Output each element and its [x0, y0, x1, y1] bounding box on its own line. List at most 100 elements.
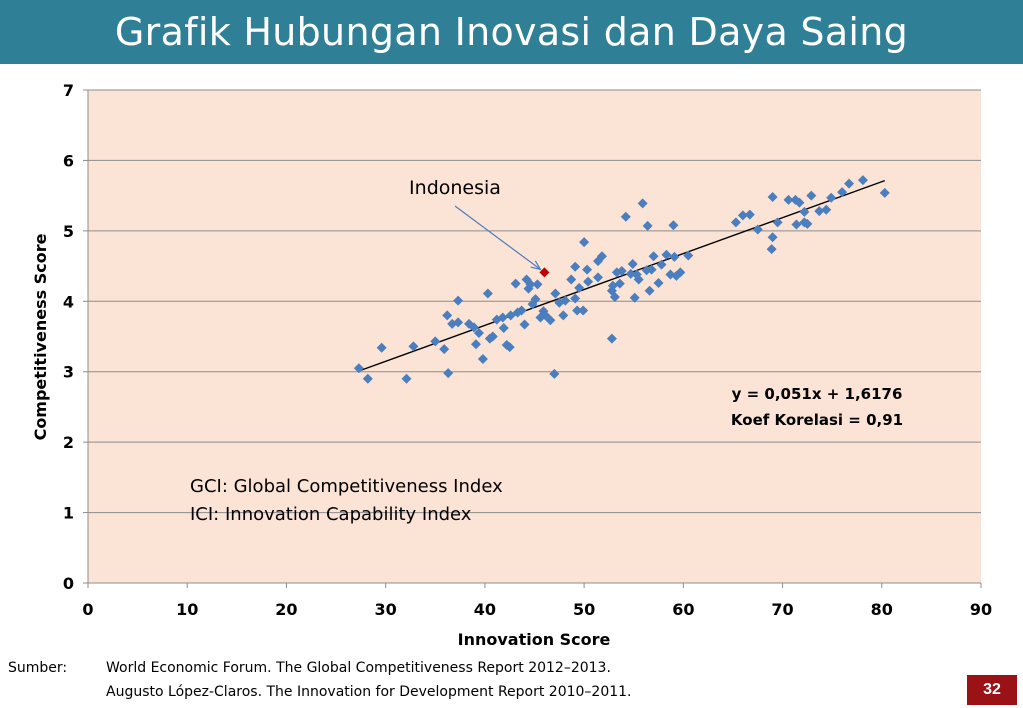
data-point: [767, 192, 778, 203]
data-point: [497, 312, 508, 323]
x-tick-label: 10: [176, 600, 198, 619]
data-point: [844, 178, 855, 189]
data-point: [583, 276, 594, 287]
data-point: [879, 187, 890, 198]
source-label: Sumber:: [8, 660, 68, 676]
data-point: [439, 344, 450, 355]
x-tick-label: 60: [672, 600, 694, 619]
data-point: [510, 278, 521, 289]
data-point: [442, 310, 453, 321]
data-point: [668, 220, 679, 231]
x-tick-label: 20: [275, 600, 297, 619]
y-tick-label: 3: [63, 363, 74, 382]
annotation-label: Indonesia: [409, 177, 501, 199]
data-point: [408, 341, 419, 352]
note-gci: GCI: Global Competitiveness Index: [190, 476, 503, 497]
axes: [87, 90, 981, 584]
data-point: [799, 206, 810, 217]
data-point: [616, 266, 627, 277]
data-point: [545, 315, 556, 326]
data-point: [644, 285, 655, 296]
x-tick-label: 50: [573, 600, 595, 619]
data-point: [625, 268, 636, 279]
data-point: [470, 339, 481, 350]
x-tick-label: 40: [474, 600, 496, 619]
data-point: [606, 333, 617, 344]
correlation-coefficient: Koef Korelasi = 0,91: [731, 411, 903, 429]
data-point: [443, 368, 454, 379]
data-point: [473, 327, 484, 338]
data-point: [376, 342, 387, 353]
x-axis-label: Innovation Score: [458, 630, 611, 649]
x-tick-label: 90: [970, 600, 992, 619]
x-tick-label: 0: [82, 600, 93, 619]
data-point: [752, 224, 763, 235]
data-point: [550, 288, 561, 299]
data-point: [572, 305, 583, 316]
data-point: [802, 218, 813, 229]
data-point: [504, 342, 515, 353]
y-tick-label: 2: [63, 433, 74, 452]
data-point: [593, 272, 604, 283]
annotation-arrow: [454, 205, 541, 270]
data-point: [620, 211, 631, 222]
data-point: [609, 292, 620, 303]
data-point: [783, 194, 794, 205]
data-point: [629, 292, 640, 303]
data-point: [744, 209, 755, 220]
data-point: [857, 175, 868, 186]
data-point: [637, 198, 648, 209]
y-tick-label: 5: [63, 222, 74, 241]
data-point: [730, 217, 741, 228]
y-tick-labels: 0 1 2 3 4 5 6 7: [63, 81, 88, 593]
data-point: [578, 305, 589, 316]
data-point: [570, 261, 581, 272]
data-point: [633, 274, 644, 285]
data-point: [468, 322, 479, 333]
data-point: [519, 319, 530, 330]
data-point: [498, 323, 509, 334]
data-point: [566, 274, 577, 285]
data-point: [826, 192, 837, 203]
data-point: [767, 232, 778, 243]
x-tick-label: 80: [871, 600, 893, 619]
x-tick-label: 30: [375, 600, 397, 619]
data-point: [532, 279, 543, 290]
data-point: [477, 354, 488, 365]
source-line-2: Augusto López-Claros. The Innovation for…: [106, 684, 632, 700]
data-point: [487, 331, 498, 342]
data-point: [579, 237, 590, 248]
data-point: [570, 293, 581, 304]
data-point: [362, 373, 373, 384]
data-point: [453, 317, 464, 328]
annotation-arrow-head: [530, 260, 542, 271]
data-point: [560, 295, 571, 306]
page-number-badge: 32: [967, 675, 1017, 705]
data-point: [482, 288, 493, 299]
regression-equation: y = 0,051x + 1,6176: [732, 385, 903, 403]
data-point: [646, 264, 657, 275]
data-point: [683, 250, 694, 261]
data-point: [574, 282, 585, 293]
data-point: [656, 259, 667, 270]
data-point: [675, 267, 686, 278]
data-point: [401, 373, 412, 384]
data-point: [627, 258, 638, 269]
data-point: [530, 294, 541, 305]
data-point: [549, 368, 560, 379]
y-tick-label: 6: [63, 151, 74, 170]
data-point: [525, 279, 536, 290]
data-point: [791, 219, 802, 230]
data-point: [516, 305, 527, 316]
data-point: [596, 251, 607, 262]
source-line-1: World Economic Forum. The Global Competi…: [106, 660, 611, 676]
x-tick-labels: 0 10 20 30 40 50 60 70 80 90: [82, 583, 992, 619]
data-point: [661, 249, 672, 260]
data-point: [669, 251, 680, 262]
data-point: [614, 278, 625, 289]
data-point: [653, 277, 664, 288]
data-point: [814, 206, 825, 217]
data-point: [642, 220, 653, 231]
data-point: [737, 210, 748, 221]
data-point: [648, 251, 659, 262]
